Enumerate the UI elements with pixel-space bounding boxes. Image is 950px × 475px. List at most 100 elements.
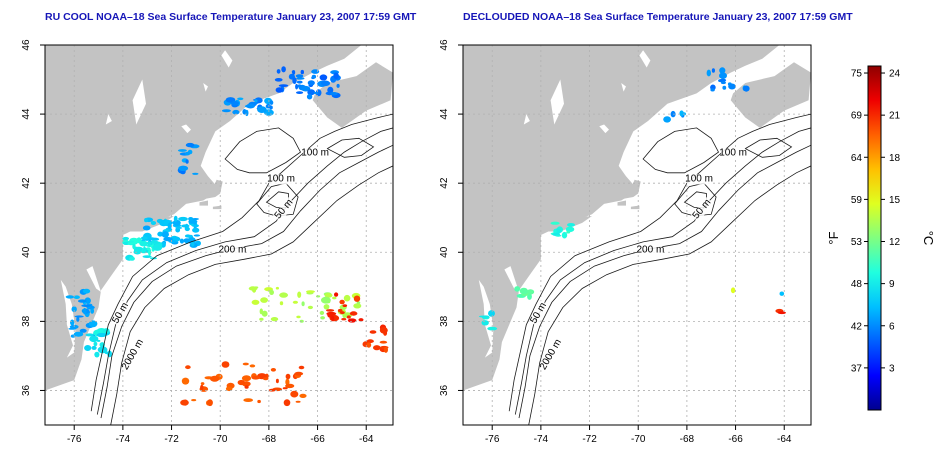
sst-patch — [150, 240, 159, 244]
sst-patch — [221, 361, 230, 368]
sst-patch — [243, 398, 253, 402]
sst-patch — [244, 385, 249, 389]
sst-patch — [96, 332, 107, 338]
sst-patch — [319, 74, 328, 81]
sst-patch — [295, 83, 299, 90]
sst-patch — [207, 399, 213, 407]
sst-patch — [76, 316, 80, 322]
y-tick-label: 36 — [21, 384, 32, 396]
y-tick-label: 36 — [439, 384, 450, 396]
sst-patch — [339, 299, 345, 305]
x-tick-label: -66 — [728, 434, 743, 445]
sst-patch — [279, 301, 284, 306]
fahrenheit-tick-label: 75 — [851, 69, 863, 80]
sst-patch — [320, 316, 325, 320]
land-nantucket — [212, 205, 222, 210]
celsius-tick-label: 12 — [889, 237, 901, 248]
sst-patch — [478, 315, 489, 318]
sst-patch — [210, 375, 220, 382]
sst-patch — [257, 399, 261, 404]
sst-patch — [285, 373, 291, 380]
x-tick-label: -74 — [534, 434, 549, 445]
sst-patch — [241, 375, 252, 382]
sst-patch — [193, 224, 199, 228]
sst-patch — [193, 234, 201, 237]
fahrenheit-unit-label: °F — [826, 231, 841, 244]
sst-patch — [143, 246, 146, 254]
sst-patch — [254, 99, 258, 103]
sst-patch — [183, 399, 188, 406]
sst-patch — [242, 362, 249, 366]
sst-patch — [269, 105, 273, 110]
sst-patch — [379, 340, 388, 344]
sst-patch — [333, 72, 339, 80]
sst-patch — [246, 103, 255, 109]
sst-patch — [260, 297, 268, 303]
chesapeake-bay — [60, 279, 76, 358]
sst-patch — [96, 339, 101, 342]
sst-patch — [311, 74, 317, 79]
isobath-scotian-shelf — [744, 137, 793, 158]
y-tick-label: 46 — [439, 39, 450, 51]
sst-patch — [252, 102, 259, 105]
land-nova-scotia — [730, 62, 811, 128]
sst-patch — [353, 295, 361, 302]
land-nova-scotia — [312, 62, 393, 128]
sst-patch — [142, 225, 151, 231]
y-tick-label: 40 — [439, 246, 450, 258]
sst-patch — [292, 77, 297, 84]
sst-patch — [315, 89, 322, 97]
sst-patch — [320, 80, 331, 87]
celsius-unit-label: °C — [921, 231, 936, 246]
isobath-2000m — [110, 165, 393, 425]
sst-patch — [90, 308, 95, 314]
axis-ticks: -76 -74 -72 -70 -68 -66 -64 36 38 40 42 44 46 — [439, 39, 792, 445]
sst-patch — [191, 218, 199, 220]
celsius-tick-label: 6 — [889, 321, 895, 332]
sst-patch — [268, 388, 276, 392]
sst-patch — [297, 291, 302, 298]
sst-patch — [356, 301, 361, 305]
land-marthas-vineyard — [199, 200, 208, 206]
sst-patch — [306, 290, 315, 293]
sst-patch — [316, 295, 321, 298]
isobath-50m — [508, 113, 811, 412]
sst-patch — [306, 93, 313, 100]
grid-lines — [463, 45, 811, 425]
right-panel-title: DECLOUDED NOAA–18 Sea Surface Temperatur… — [463, 11, 853, 23]
contour-label: 200 m — [218, 244, 246, 255]
sst-patch — [307, 80, 315, 86]
sst-patch — [343, 294, 351, 302]
sst-patch — [270, 317, 279, 322]
x-tick-label: -70 — [213, 434, 228, 445]
sst-patch — [245, 109, 249, 117]
sst-patch — [167, 222, 172, 230]
lake-4 — [203, 83, 208, 92]
x-tick-label: -64 — [777, 434, 792, 445]
x-tick-label: -72 — [164, 434, 179, 445]
sst-patch — [349, 311, 358, 316]
x-tick-label: -74 — [116, 434, 131, 445]
sst-patch — [279, 292, 288, 298]
y-tick-label: 38 — [21, 315, 32, 327]
contour-label: 100 m — [301, 148, 329, 159]
sst-patch — [373, 345, 381, 351]
sst-patch — [232, 109, 240, 115]
contour-label-bg — [638, 245, 663, 256]
sst-patch — [281, 66, 286, 73]
contour-label-bg — [122, 342, 144, 368]
isobath-100m — [96, 127, 393, 415]
sst-patch — [296, 80, 303, 84]
isobath-2000m — [528, 165, 811, 425]
contour-label: 100 m — [719, 148, 747, 159]
sst-patch — [366, 339, 374, 344]
sst-patch — [283, 399, 291, 407]
celsius-tick-label: 21 — [889, 111, 901, 122]
contour-label-bg — [303, 148, 328, 159]
sst-patch — [249, 364, 256, 368]
sst-patch — [181, 224, 190, 228]
sst-patch — [129, 256, 135, 261]
